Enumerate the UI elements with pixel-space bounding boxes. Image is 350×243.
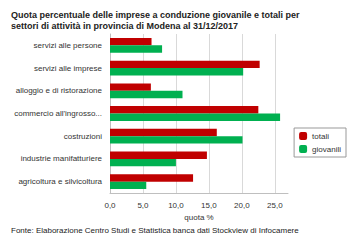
svg-text:totali: totali — [312, 132, 329, 141]
svg-text:giovanili: giovanili — [312, 145, 341, 154]
svg-text:agricoltura e silvicoltura: agricoltura e silvicoltura — [18, 177, 102, 186]
svg-text:Quota percentuale delle impres: Quota percentuale delle imprese a conduz… — [11, 10, 302, 20]
svg-text:5,0: 5,0 — [137, 201, 149, 210]
svg-text:costruzioni: costruzioni — [64, 132, 102, 141]
svg-text:0,0: 0,0 — [104, 201, 116, 210]
svg-text:Fonte: Elaborazione Centro Stu: Fonte: Elaborazione Centro Studi e Stati… — [11, 226, 299, 235]
svg-text:settori di attività in provinc: settori di attività in provincia di Mode… — [11, 21, 238, 31]
svg-text:20,0: 20,0 — [234, 201, 250, 210]
svg-text:servizi alle imprese: servizi alle imprese — [34, 64, 103, 73]
svg-text:quota %: quota % — [184, 213, 213, 222]
svg-text:25,0: 25,0 — [267, 201, 283, 210]
svg-text:servizi alle persone: servizi alle persone — [34, 41, 103, 50]
svg-text:alloggio e di ristorazione: alloggio e di ristorazione — [16, 86, 103, 95]
svg-text:industrie manifatturiere: industrie manifatturiere — [21, 154, 103, 163]
svg-text:commercio all'ingrosso...: commercio all'ingrosso... — [14, 109, 102, 118]
svg-text:10,0: 10,0 — [168, 201, 184, 210]
svg-text:15,0: 15,0 — [201, 201, 217, 210]
